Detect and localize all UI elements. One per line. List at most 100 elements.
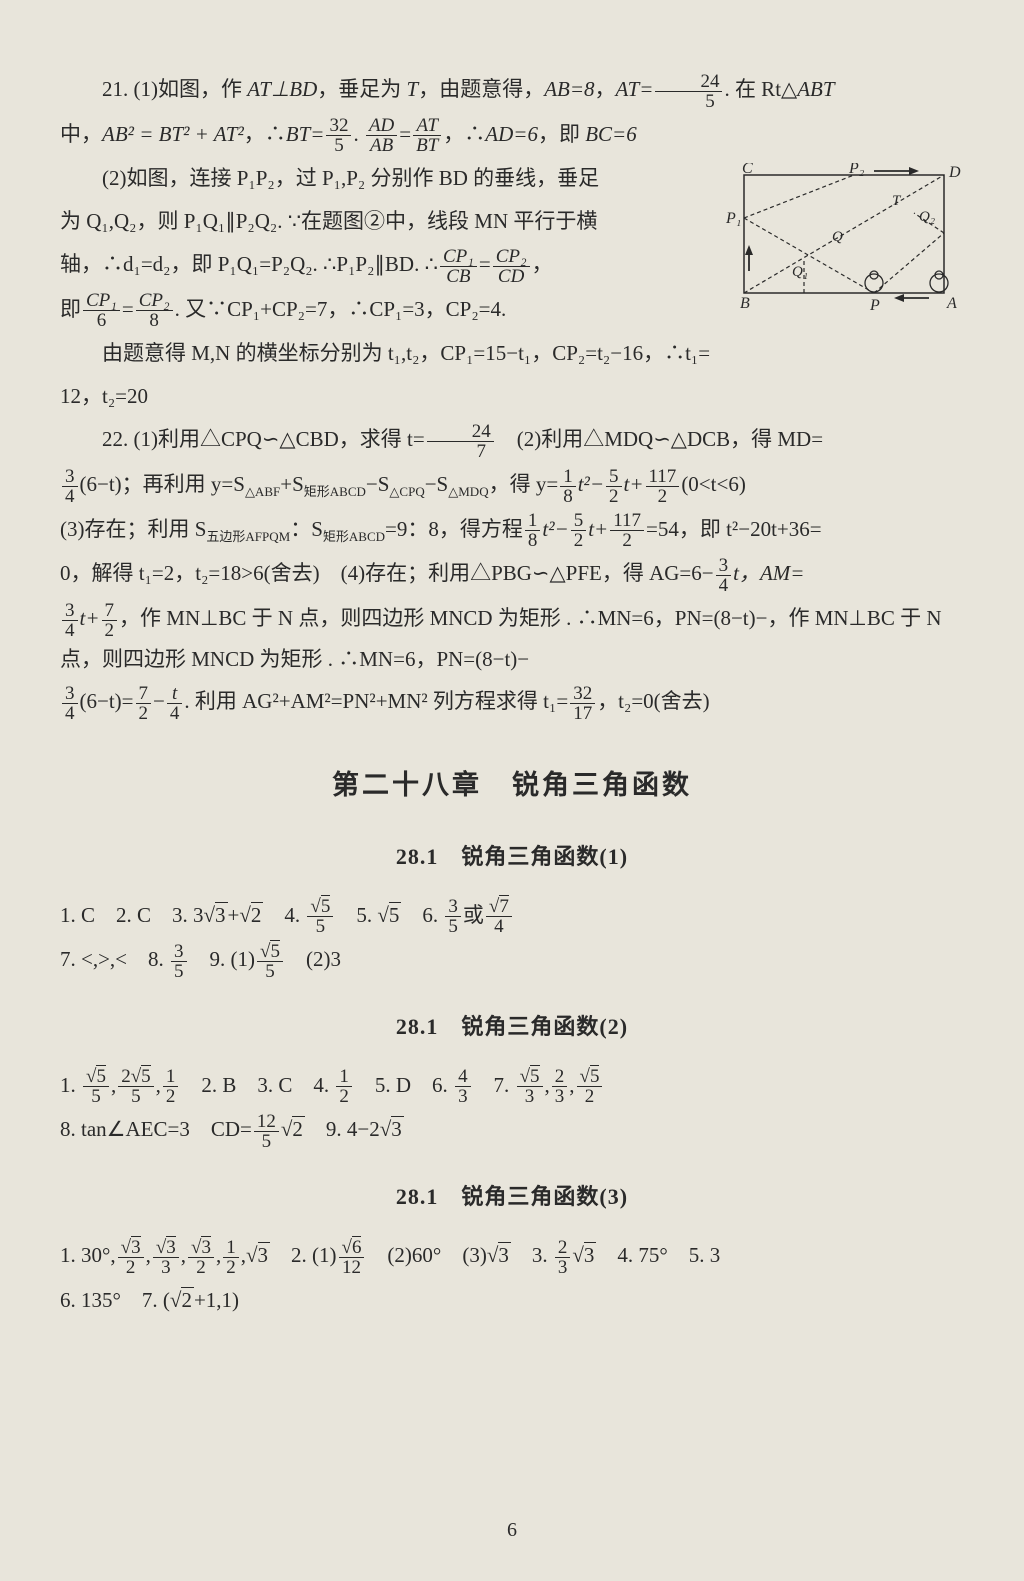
den: 2	[577, 1087, 603, 1106]
q22-l5: 34t+72，作 MN⊥BC 于 N 点，则四边形 MNCD 为矩形 . ∴MN…	[60, 599, 964, 679]
num: √5	[257, 942, 283, 962]
den: 5	[655, 92, 722, 111]
t: △MDQ	[448, 484, 488, 499]
radicand: 3	[391, 1116, 404, 1141]
frac: 52	[606, 467, 622, 506]
t: .	[353, 122, 364, 146]
q21-line1: 21. (1)如图，作 AT⊥BD，垂足为 T，由题意得，AB=8，AT=245…	[60, 70, 964, 111]
frac: 34	[62, 601, 78, 640]
frac: t4	[167, 684, 183, 723]
frac: 52	[571, 511, 587, 550]
num: 4	[455, 1067, 471, 1087]
num: 3	[62, 601, 78, 621]
chapter-title: 第二十八章 锐角三角函数	[60, 761, 964, 811]
den: 5	[445, 917, 461, 936]
den: CB	[440, 267, 477, 286]
t: ，垂足为	[317, 77, 406, 101]
svg-text:A: A	[946, 295, 957, 312]
sec3-r2: 6. 135° 7. (2+1,1)	[60, 1281, 964, 1320]
q22-l3: (3)存在；利用 S五边形AFPQM：S矩形ABCD=9：8，得方程18t²−5…	[60, 510, 964, 551]
num: 5	[606, 467, 622, 487]
den: 12	[339, 1258, 365, 1277]
num: 1	[336, 1067, 352, 1087]
den: 2	[136, 704, 152, 723]
t: 矩形ABCD	[304, 484, 366, 499]
num: 24	[427, 422, 494, 442]
t: 7. <,>,< 8.	[60, 947, 169, 971]
t: 中，	[60, 122, 102, 146]
t: t，AM=	[733, 561, 804, 585]
sqrt: 3	[380, 1110, 404, 1149]
t: +S	[280, 472, 304, 496]
frac: 35	[445, 897, 461, 936]
page-number: 6	[0, 1512, 1024, 1549]
t: (2)3	[285, 947, 341, 971]
sqrt: 3	[487, 1236, 511, 1275]
den: 5	[83, 1087, 109, 1106]
t: ，即	[538, 122, 585, 146]
frac: √612	[339, 1238, 365, 1277]
r: 7	[499, 895, 509, 917]
frac: √32	[188, 1238, 214, 1277]
sec2-title: 28.1 锐角三角函数(2)	[60, 1007, 964, 1048]
t: (2)60° (3)	[366, 1243, 486, 1267]
num: √3	[118, 1238, 144, 1258]
r: 5	[141, 1065, 151, 1087]
r: 5	[321, 895, 331, 917]
r: 5	[530, 1065, 540, 1087]
den: 6	[83, 311, 120, 330]
t: 4.	[263, 903, 305, 927]
t: 5. D 6.	[354, 1073, 453, 1097]
sec1-title: 28.1 锐角三角函数(1)	[60, 837, 964, 878]
frac: 72	[102, 601, 118, 640]
t: T	[407, 77, 419, 101]
frac: 12	[163, 1067, 179, 1106]
num: 5	[571, 511, 587, 531]
t: t+	[80, 606, 100, 630]
t: 2. (1)	[270, 1243, 337, 1267]
t: ：S	[290, 517, 323, 541]
t: ,	[569, 1073, 574, 1097]
t: ,	[146, 1243, 151, 1267]
t: 2. B 3. C 4.	[180, 1073, 334, 1097]
sec1-r2: 7. <,>,< 8. 35 9. (1)√55 (2)3	[60, 940, 964, 981]
t: 0，解得 t₁=2，t₂=18>6(舍去) (4)存在；利用△PBG∽△PFE，…	[60, 561, 714, 585]
den: 2	[102, 621, 118, 640]
sqrt: 2	[281, 1110, 305, 1149]
t: t²−	[542, 517, 568, 541]
sqrt: 3	[246, 1236, 270, 1275]
frac: 245	[655, 72, 722, 111]
t: 5.	[335, 903, 377, 927]
sec1-r1: 1. C 2. C 3. 33+2 4. √55 5. 5 6. 35或√74	[60, 896, 964, 937]
t: AT=	[616, 77, 654, 101]
den: 3	[517, 1087, 543, 1106]
den: 4	[62, 704, 78, 723]
t: =54，即 t²−20t+36=	[646, 517, 822, 541]
sqrt: 2	[239, 896, 263, 935]
num: 2√5	[118, 1067, 153, 1087]
num: √5	[517, 1067, 543, 1087]
t: ,	[216, 1243, 221, 1267]
t: (0<t<6)	[681, 472, 746, 496]
num: 1	[163, 1067, 179, 1087]
t: 3.	[511, 1243, 553, 1267]
num: 1	[560, 467, 576, 487]
frac: 12	[223, 1238, 239, 1277]
den: 2	[163, 1087, 179, 1106]
t: (6−t)；再利用 y=S	[80, 472, 245, 496]
t: . 利用 AG²+AM²=PN²+MN² 列方程求得 t₁=	[184, 689, 568, 713]
den: 8	[560, 487, 576, 506]
t: 1. C 2. C 3. 3	[60, 903, 204, 927]
frac: 3217	[570, 684, 595, 723]
t: 7.	[473, 1073, 515, 1097]
t: . 又∵CP₁+CP₂=7，∴CP₁=3，CP₂=4.	[175, 297, 507, 321]
num: 2	[555, 1238, 571, 1258]
frac: CP₂CD	[493, 247, 530, 286]
q22-l6: 34(6−t)=72−t4. 利用 AG²+AM²=PN²+MN² 列方程求得 …	[60, 682, 964, 723]
svg-text:T: T	[892, 193, 902, 209]
num: 3	[716, 556, 732, 576]
den: BT	[413, 136, 441, 155]
t: =9：8，得方程	[385, 517, 523, 541]
radicand: 3	[498, 1242, 511, 1267]
den: 3	[552, 1087, 568, 1106]
